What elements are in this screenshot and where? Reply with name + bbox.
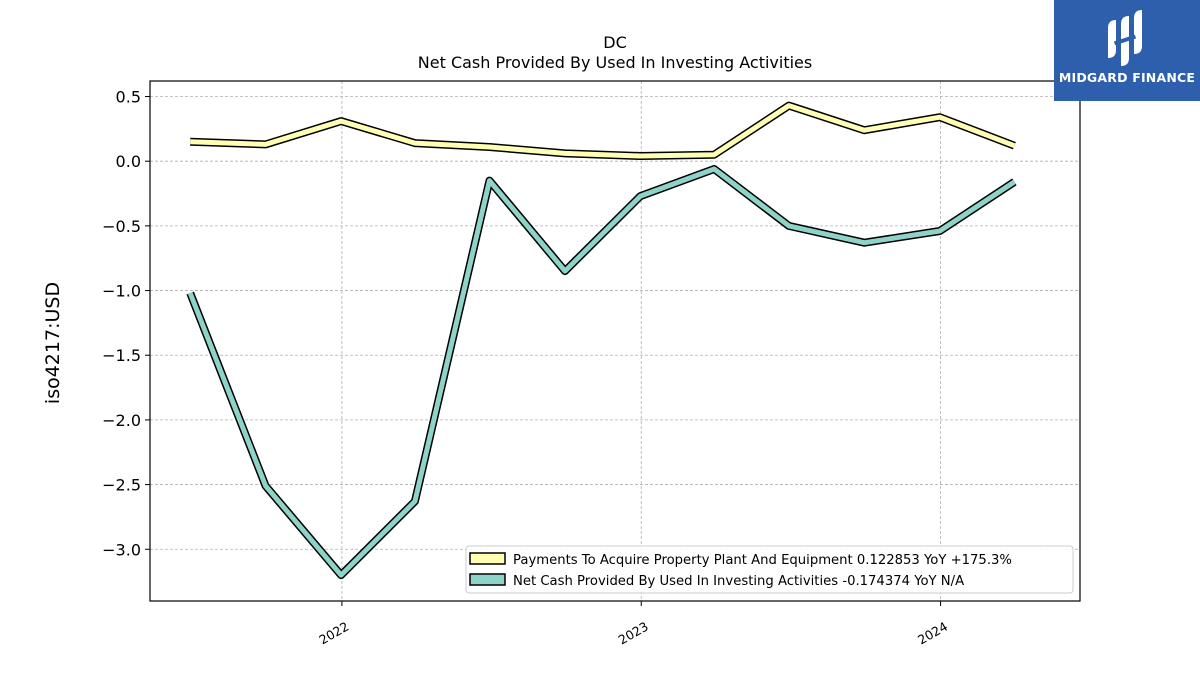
y-tick-label: −1.5	[102, 346, 141, 365]
series-line-1	[187, 166, 1016, 578]
x-tick-label: 2024	[915, 619, 950, 648]
legend-label-0: Payments To Acquire Property Plant And E…	[513, 553, 1012, 568]
midgard-finance-logo-icon	[1108, 10, 1142, 66]
y-tick-label: −1.0	[102, 282, 141, 301]
brand-logo: MIDGARD FINANCE	[1054, 0, 1200, 101]
axes: 0.5 0.0 −0.5 −1.0 −1.5 −2.0 −2.5 −3.0 2022 2023 20…	[102, 88, 950, 648]
chart-title: DC	[603, 33, 627, 52]
y-tick-label: 0.0	[116, 152, 141, 171]
legend-box	[465, 545, 1074, 594]
y-tick-label: −0.5	[102, 217, 141, 236]
legend-label-1: Net Cash Provided By Used In Investing A…	[513, 574, 964, 589]
series-line-0	[190, 103, 1016, 159]
legend-swatch-1	[469, 573, 506, 586]
y-tick-label: −2.5	[102, 476, 141, 495]
brand-logo-text: MIDGARD FINANCE	[1058, 70, 1196, 85]
y-axis-label: iso4217:USD	[42, 282, 64, 404]
y-tick-label: 0.5	[116, 88, 141, 107]
plot-area-frame	[149, 80, 1081, 602]
series-layer	[186, 101, 1017, 580]
legend: Payments To Acquire Property Plant And E…	[465, 545, 1074, 594]
y-tick-label: −2.0	[102, 411, 141, 430]
legend-swatch-0	[469, 552, 506, 565]
chart-subtitle: Net Cash Provided By Used In Investing A…	[418, 53, 812, 72]
grid	[150, 81, 1080, 601]
x-tick-label: 2022	[316, 619, 351, 648]
y-tick-label: −3.0	[102, 540, 141, 559]
x-tick-label: 2023	[616, 619, 651, 648]
series-outline-1	[186, 165, 1017, 580]
